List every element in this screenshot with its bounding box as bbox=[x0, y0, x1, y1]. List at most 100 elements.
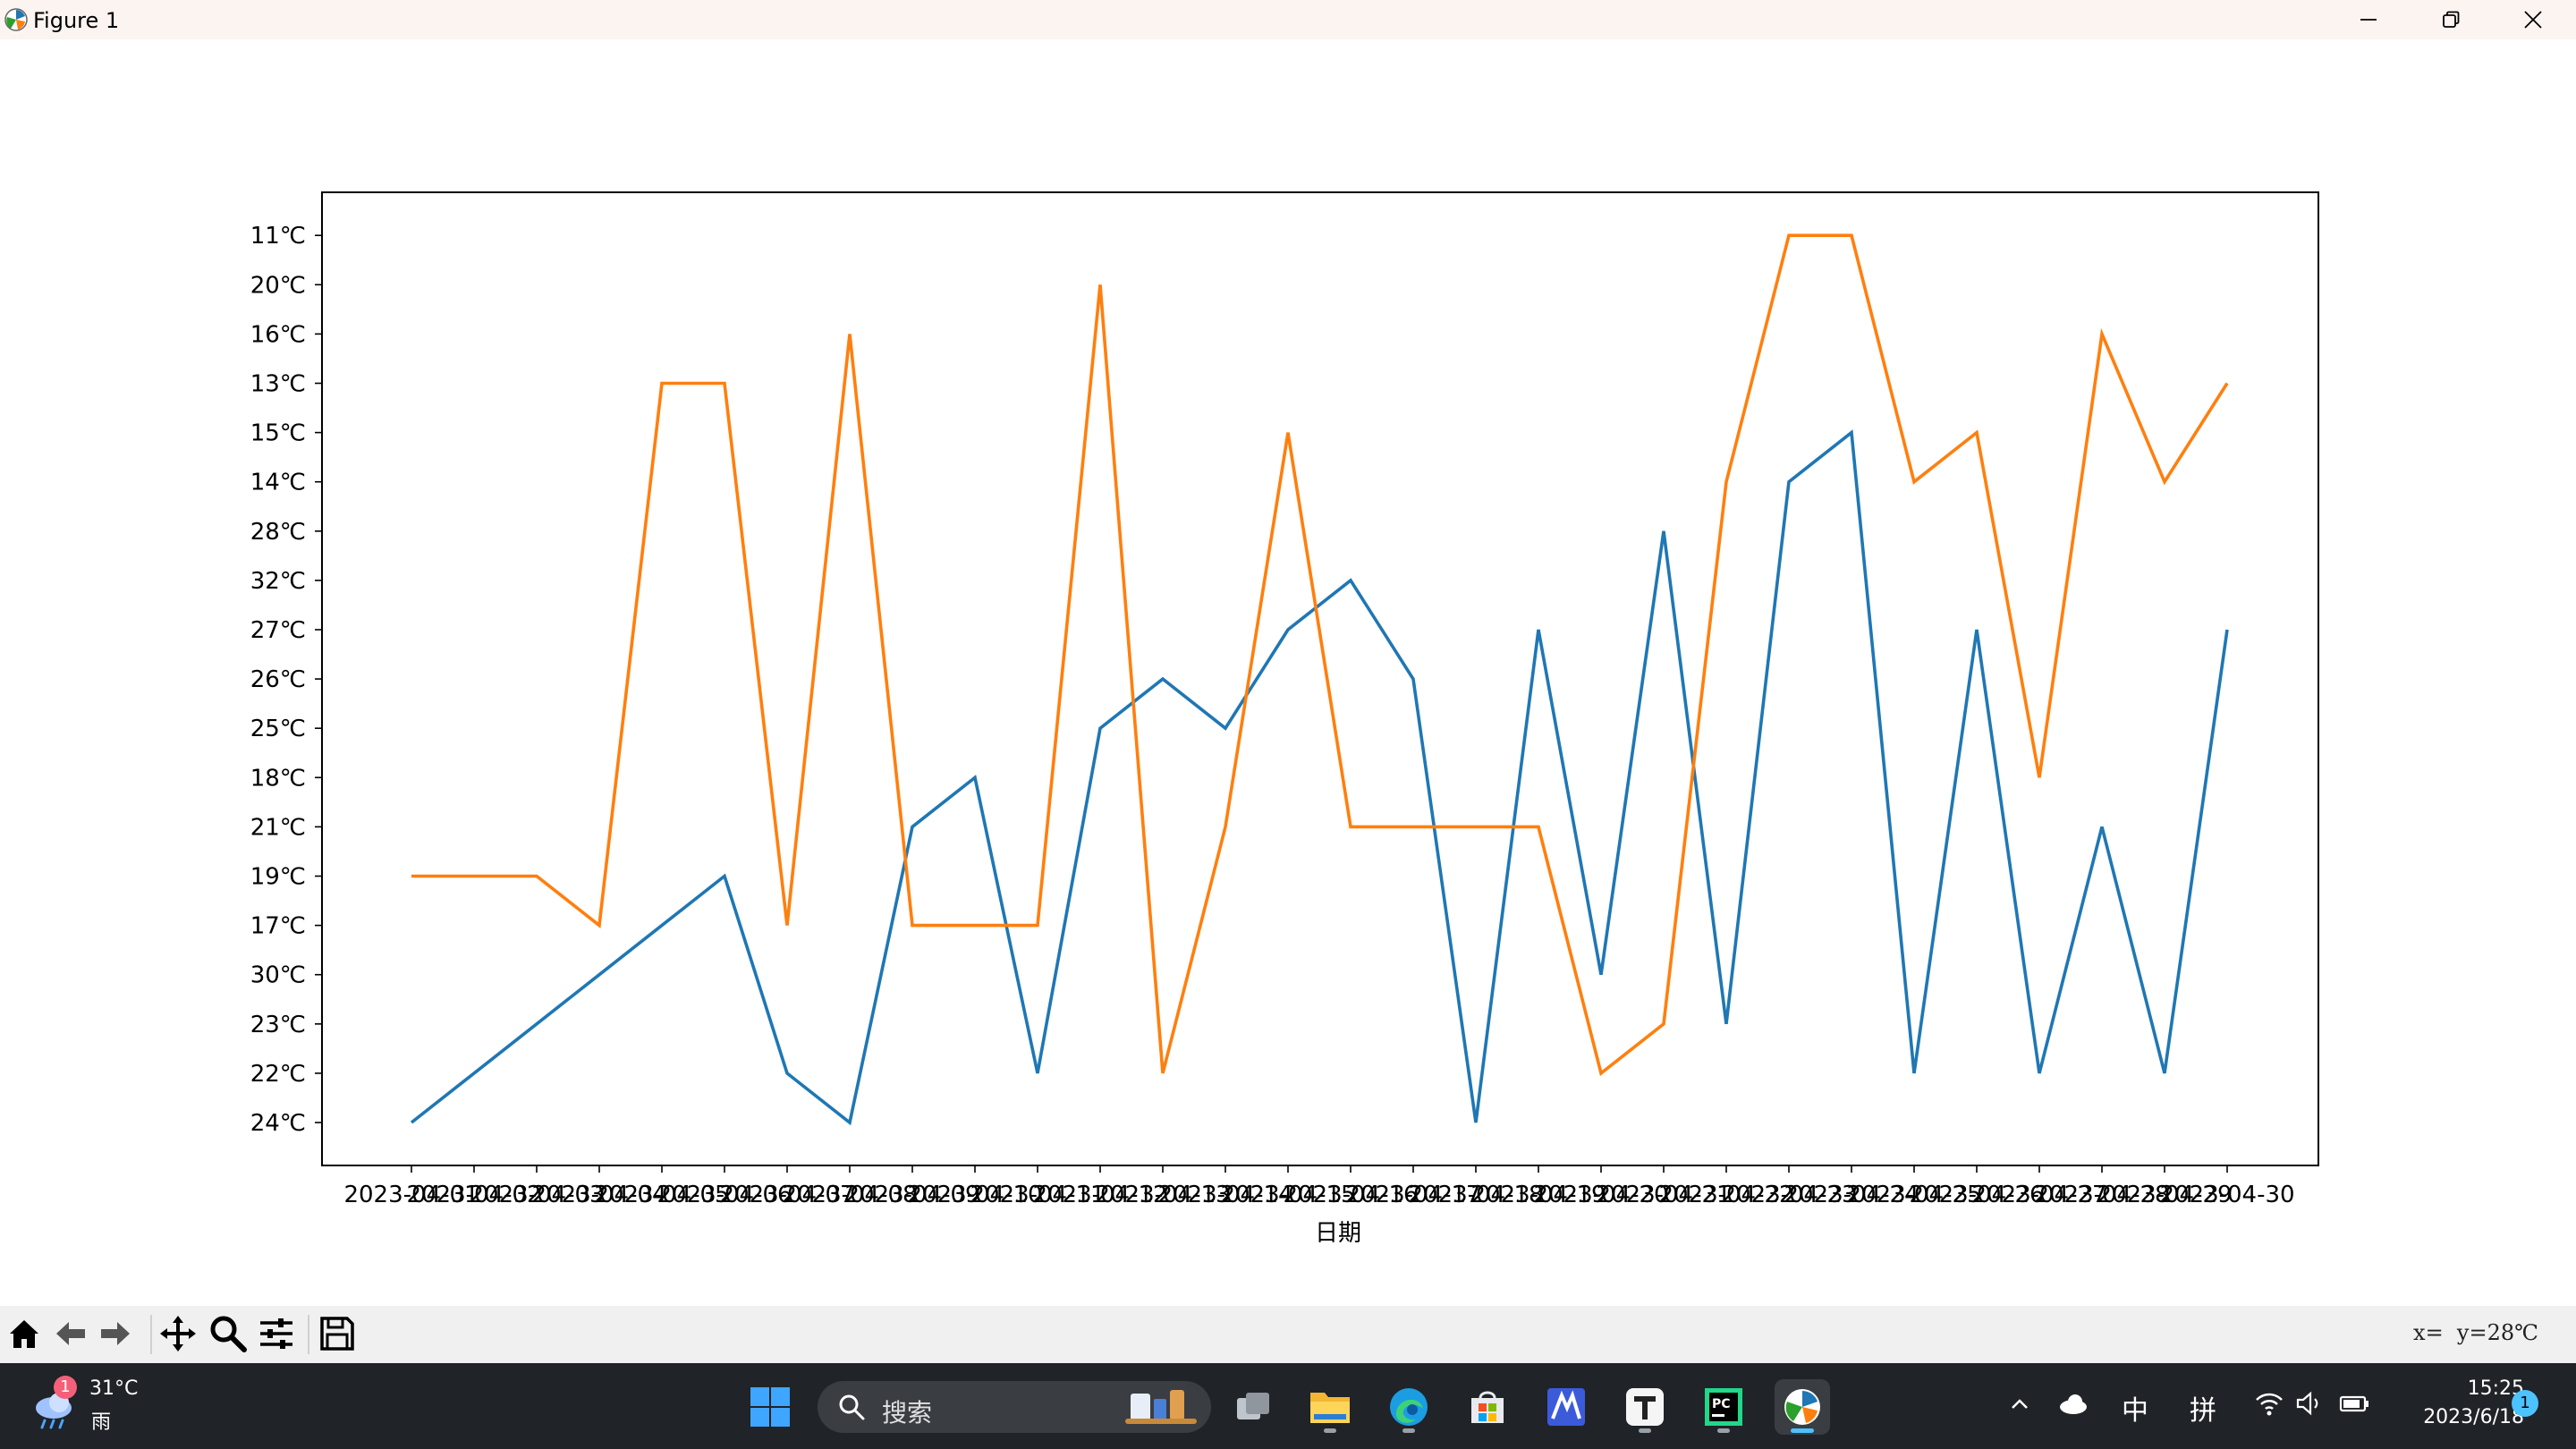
typora-button[interactable] bbox=[1617, 1379, 1673, 1435]
notification-badge[interactable]: 1 bbox=[2512, 1390, 2538, 1417]
back-icon bbox=[56, 1322, 85, 1345]
toolbar-separator bbox=[150, 1315, 152, 1354]
file-explorer-button[interactable] bbox=[1302, 1379, 1358, 1435]
y-tick-label: 18℃ bbox=[250, 765, 306, 792]
windows-logo-icon bbox=[750, 1387, 790, 1427]
y-tick-label: 13℃ bbox=[250, 371, 306, 398]
weather-widget[interactable]: 1 bbox=[29, 1376, 82, 1431]
x-tick-label: 2023-04-24 bbox=[1784, 1182, 1919, 1208]
folder-icon bbox=[1310, 1393, 1350, 1423]
title-bar: Figure 1 bbox=[0, 0, 2576, 39]
search-placeholder: 搜索 bbox=[882, 1398, 933, 1428]
x-tick-label: 2023-04-29 bbox=[2097, 1182, 2232, 1208]
y-tick-label: 30℃ bbox=[250, 962, 306, 989]
minimize-icon bbox=[2360, 19, 2377, 21]
save-icon bbox=[320, 1317, 354, 1351]
weather-badge: 1 bbox=[54, 1376, 77, 1399]
close-icon bbox=[2524, 11, 2542, 29]
clock-date[interactable]: 2023/6/18 bbox=[2423, 1406, 2524, 1428]
matplotlib-figure-button[interactable] bbox=[1775, 1379, 1830, 1435]
pan-icon bbox=[160, 1316, 196, 1352]
running-indicator bbox=[1639, 1428, 1651, 1433]
running-indicator bbox=[1791, 1428, 1814, 1433]
y-tick-label: 27℃ bbox=[250, 617, 306, 644]
running-indicator bbox=[1324, 1428, 1336, 1433]
x-tick-label: 2023-04-28 bbox=[2034, 1182, 2169, 1208]
y-tick-label: 32℃ bbox=[250, 568, 306, 595]
edge-button[interactable] bbox=[1381, 1379, 1436, 1435]
x-tick-label: 2023-04-05 bbox=[594, 1182, 729, 1208]
configure-button[interactable] bbox=[256, 1313, 297, 1354]
pycharm-button[interactable]: PC bbox=[1696, 1379, 1751, 1435]
store-button[interactable] bbox=[1460, 1379, 1515, 1435]
y-tick-label: 22℃ bbox=[250, 1061, 306, 1088]
forward-button[interactable] bbox=[95, 1313, 136, 1354]
battery-icon bbox=[2339, 1395, 2368, 1412]
pycharm-icon: PC bbox=[1705, 1388, 1742, 1426]
ime-name[interactable]: 拼 bbox=[2190, 1395, 2216, 1427]
figure-canvas[interactable]: 24℃ 22℃ 23℃ 30℃ 17℃ 19℃ 21℃ 18℃ 25℃ 26℃ 27℃ 32℃ 28℃ 1… bbox=[0, 39, 2576, 1306]
ime-mode[interactable]: 中 bbox=[2122, 1395, 2148, 1427]
x-tick-label: 2023-04-01 bbox=[343, 1182, 479, 1208]
y-tick-label: 11℃ bbox=[250, 223, 306, 250]
onedrive-cloud-icon bbox=[2060, 1394, 2087, 1414]
home-button[interactable] bbox=[4, 1313, 45, 1354]
x-tick-label: 2023-04-08 bbox=[782, 1182, 917, 1208]
onedrive-button[interactable] bbox=[2057, 1390, 2089, 1420]
typora-t-icon bbox=[1626, 1388, 1664, 1426]
navigation-toolbar: x= y=28℃ bbox=[0, 1306, 2576, 1363]
matplotlib-icon bbox=[1784, 1389, 1820, 1425]
clock-time[interactable]: 15:25 bbox=[2467, 1377, 2524, 1400]
x-tick-label: 2023-04-19 bbox=[1470, 1182, 1606, 1208]
x-tick-label: 2023-04-22 bbox=[1658, 1182, 1793, 1208]
zoom-icon bbox=[210, 1316, 247, 1352]
window-title: Figure 1 bbox=[33, 8, 120, 33]
running-indicator bbox=[1402, 1428, 1415, 1433]
axes-frame bbox=[321, 191, 2319, 1166]
x-tick-label: 2023-04-03 bbox=[469, 1182, 604, 1208]
task-view-icon bbox=[1237, 1393, 1269, 1419]
restore-button[interactable] bbox=[2410, 0, 2492, 39]
x-tick-label: 2023-04-11 bbox=[970, 1182, 1105, 1208]
y-tick-label: 20℃ bbox=[250, 272, 306, 299]
svg-text:PC: PC bbox=[1712, 1397, 1731, 1411]
start-button[interactable] bbox=[742, 1379, 798, 1435]
forward-icon bbox=[101, 1322, 130, 1345]
matplotlib-icon bbox=[4, 8, 28, 31]
back-button[interactable] bbox=[50, 1313, 91, 1354]
x-tick-label: 2023-04-25 bbox=[1846, 1182, 1981, 1208]
close-button[interactable] bbox=[2492, 0, 2574, 39]
y-tick-label: 19℃ bbox=[250, 864, 306, 891]
x-tick-label: 2023-04-30 bbox=[2159, 1182, 2294, 1208]
y-tick-label: 17℃ bbox=[250, 913, 306, 940]
pan-button[interactable] bbox=[157, 1313, 199, 1354]
series-line-1 bbox=[410, 429, 2229, 1126]
y-tick-label: 28℃ bbox=[250, 519, 306, 546]
zoom-button[interactable] bbox=[208, 1313, 249, 1354]
network-button[interactable] bbox=[2254, 1390, 2284, 1420]
x-tick-label: 2023-04-21 bbox=[1596, 1182, 1731, 1208]
app-m-icon bbox=[1547, 1388, 1585, 1426]
toolbar-separator bbox=[308, 1315, 309, 1354]
save-button[interactable] bbox=[317, 1313, 358, 1354]
pycharm-edu-button[interactable] bbox=[1538, 1379, 1594, 1435]
taskbar: 1 31°C 雨 搜索 bbox=[0, 1363, 2576, 1449]
x-tick-label: 2023-04-12 bbox=[1032, 1182, 1167, 1208]
x-tick-label: 2023-04-18 bbox=[1408, 1182, 1543, 1208]
home-icon bbox=[10, 1320, 38, 1348]
wifi-icon bbox=[2256, 1393, 2283, 1416]
line-chart: 24℃ 22℃ 23℃ 30℃ 17℃ 19℃ 21℃ 18℃ 25℃ 26℃ 27℃ 32℃ 28℃ 1… bbox=[250, 191, 2319, 1247]
battery-button[interactable] bbox=[2338, 1390, 2370, 1420]
show-hidden-icons-button[interactable] bbox=[2007, 1392, 2032, 1420]
task-view-button[interactable] bbox=[1225, 1379, 1281, 1435]
volume-button[interactable] bbox=[2295, 1390, 2326, 1420]
x-tick-label: 2023-04-04 bbox=[531, 1182, 666, 1208]
x-tick-label: 2023-04-15 bbox=[1220, 1182, 1355, 1208]
taskbar-search[interactable]: 搜索 bbox=[818, 1381, 1211, 1433]
chevron-up-icon bbox=[2012, 1399, 2028, 1409]
y-tick-label: 21℃ bbox=[250, 814, 306, 841]
cursor-coordinates: x= y=28℃ bbox=[2413, 1320, 2538, 1345]
x-tick-label: 2023-04-14 bbox=[1157, 1182, 1292, 1208]
x-tick-label: 2023-04-09 bbox=[844, 1182, 979, 1208]
minimize-button[interactable] bbox=[2327, 0, 2410, 39]
